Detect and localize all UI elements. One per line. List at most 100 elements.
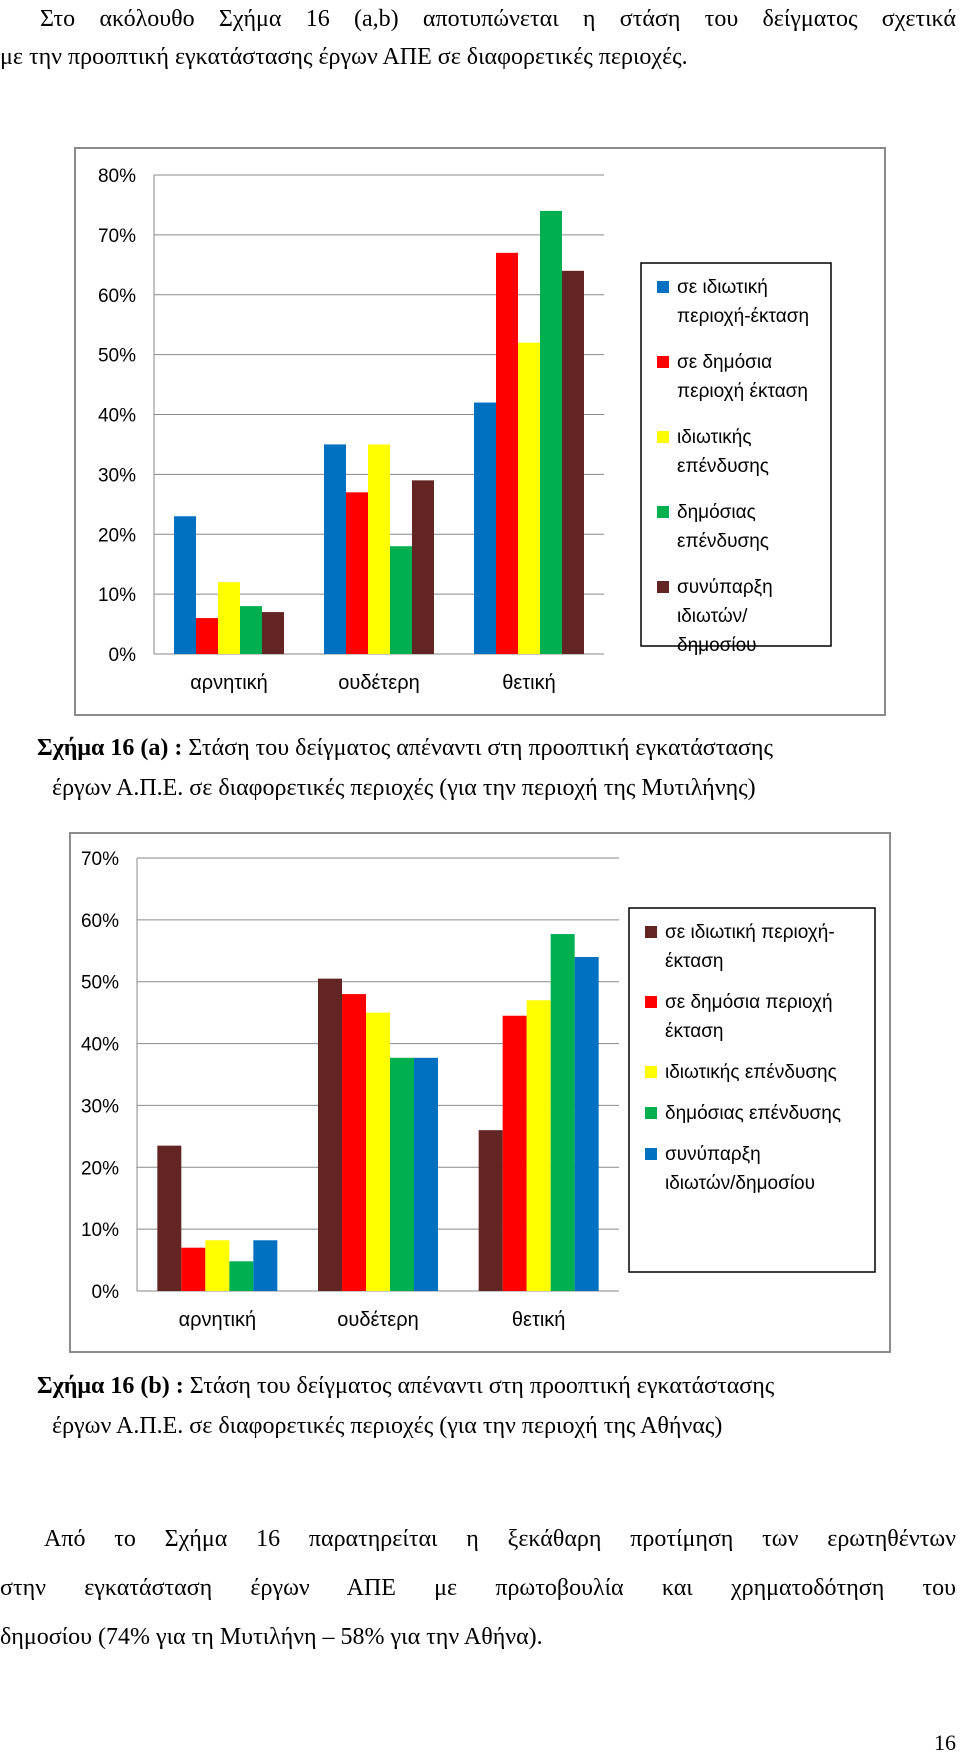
legend-swatch [657,431,669,443]
legend-label: σε δημόσια [677,352,772,373]
x-tick-label: ουδέτερη [337,1309,418,1331]
y-tick-label: 50% [81,973,119,994]
bar-a-0-4 [262,612,284,654]
bar-b-2-4 [574,956,599,1291]
y-tick-label: 40% [98,406,136,427]
bar-a-2-0 [474,402,496,654]
bar-b-1-0 [318,978,342,1291]
y-tick-label: 40% [81,1035,119,1056]
y-tick-label: 30% [81,1096,119,1117]
caption-16b-line1: Στάση του δείγματος απέναντι στη προοπτι… [183,1373,775,1399]
legend-label: σε ιδιωτική περιοχή- [665,922,835,943]
bar-a-0-2 [218,582,240,654]
bar-b-2-2 [526,1000,551,1291]
bar-b-1-3 [390,1057,414,1291]
legend-label: δημοσίου [677,635,757,656]
conclusion-line-2: στην εγκατάσταση έργων ΑΠΕ με πρωτοβουλί… [0,1575,956,1601]
conclusion-line-1: Από το Σχήμα 16 παρατηρείται η ξεκάθαρη … [44,1526,956,1552]
bar-a-1-3 [390,546,412,654]
caption-16b-line2: έργων Α.Π.Ε. σε διαφορετικές περιοχές (γ… [52,1413,723,1439]
bar-a-1-0 [324,444,346,654]
legend-label: περιοχή έκταση [677,381,808,402]
bar-a-2-4 [562,270,584,654]
legend-label: επένδυσης [677,456,769,477]
page-number: 16 [934,1730,956,1755]
legend-swatch [657,506,669,518]
y-tick-label: 50% [98,346,136,367]
bar-b-1-2 [366,1012,390,1291]
y-tick-label: 0% [109,645,137,666]
legend-label: σε ιδιωτική [677,277,768,298]
y-tick-label: 0% [92,1282,120,1303]
bar-a-0-1 [196,618,218,654]
caption-16a-line2: έργων Α.Π.Ε. σε διαφορετικές περιοχές (γ… [52,775,756,801]
figure-16b-frame: 0% 10% 20% 30% 40% 50% 60% 70% αρνητική ουδέτερη θ… [69,832,891,1353]
y-tick-label: 70% [81,849,119,870]
caption-16b: Σχήμα 16 (b) : Στάση του δείγματος απένα… [37,1366,937,1446]
bar-b-2-1 [502,1015,527,1291]
bar-a-1-2 [368,444,390,654]
y-tick-label: 60% [81,911,119,932]
x-tick-label: θετική [512,1309,566,1331]
intro-paragraph: Στο ακόλουθο Σχήμα 16 (a,b) αποτυπώνεται… [0,0,956,76]
legend-swatch [645,1107,657,1119]
legend-label: ιδιωτικής επένδυσης [665,1062,837,1083]
legend-swatch [645,1148,657,1160]
y-tick-label: 30% [98,465,136,486]
bar-b-0-0 [157,1145,182,1291]
y-tick-label: 20% [98,525,136,546]
conclusion-paragraph: Από το Σχήμα 16 παρατηρείται η ξεκάθαρη … [0,1515,956,1662]
intro-line-2: με την προοπτική εγκατάστασης έργων ΑΠΕ … [0,44,688,70]
legend-swatch [645,1066,657,1078]
legend-swatch [657,281,669,293]
bar-b-0-4 [253,1240,278,1291]
legend-swatch [645,926,657,938]
y-tick-label: 80% [98,166,136,187]
conclusion-line-3: δημοσίου (74% για τη Μυτιλήνη – 58% για … [0,1624,543,1650]
legend-label: συνύπαρξη [665,1144,761,1165]
chart-16b: 0% 10% 20% 30% 40% 50% 60% 70% αρνητική ουδέτερη θ… [81,849,876,1331]
bar-b-0-1 [181,1247,206,1291]
caption-16b-label: Σχήμα 16 (b) : [37,1373,184,1399]
caption-16a: Σχήμα 16 (a) : Στάση του δείγματος απένα… [37,728,937,808]
x-tick-label: αρνητική [179,1309,257,1331]
bar-a-0-3 [240,606,262,654]
y-tick-label: 70% [98,226,136,247]
bar-a-1-4 [412,480,434,654]
legend-label: ιδιωτών/ [677,606,748,627]
y-tick-label: 10% [98,585,136,606]
legend-label: σε δημόσια περιοχή [665,992,833,1013]
bar-b-1-4 [414,1057,438,1291]
x-tick-label: ουδέτερη [338,672,419,694]
bar-b-0-3 [229,1261,254,1291]
intro-line-1: Στο ακόλουθο Σχήμα 16 (a,b) αποτυπώνεται… [40,6,956,32]
bar-b-1-1 [342,994,366,1291]
chart-16a: 0% 10% 20% 30% 40% 50% 60% 70% 80% αρνητική ουδέτε… [98,166,832,694]
legend-swatch [657,356,669,368]
legend-box [628,907,876,1273]
bar-a-2-1 [496,252,518,654]
bar-a-2-2 [518,342,540,654]
bar-b-0-2 [205,1240,230,1291]
legend-label: δημόσιας [677,502,756,523]
legend-label: έκταση [665,1021,723,1042]
caption-16a-line1: Στάση του δείγματος απέναντι στη προοπτι… [182,735,773,761]
bar-b-2-3 [550,934,575,1291]
legend-swatch [657,581,669,593]
legend-label: ιδιωτών/δημοσίου [665,1173,815,1194]
bar-a-1-1 [346,492,368,654]
y-tick-label: 60% [98,286,136,307]
bar-a-2-3 [540,210,562,655]
y-tick-label: 10% [81,1220,119,1241]
bar-a-0-0 [174,516,196,654]
legend-label: επένδυσης [677,531,769,552]
legend-label: περιοχή-έκταση [677,306,809,327]
x-tick-label: αρνητική [190,672,268,694]
legend-label: έκταση [665,951,723,972]
legend-box [640,262,832,647]
bar-b-2-0 [478,1130,503,1291]
legend-label: ιδιωτικής [677,427,752,448]
legend-swatch [645,996,657,1008]
x-tick-label: θετική [502,672,556,694]
figure-16a-frame: 0% 10% 20% 30% 40% 50% 60% 70% 80% αρνητική ουδέτε… [74,147,886,716]
